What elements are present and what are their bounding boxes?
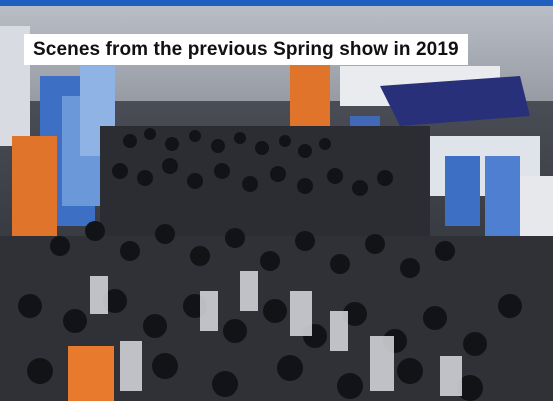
top-accent-bar bbox=[0, 0, 553, 6]
caption-text: Scenes from the previous Spring show in … bbox=[33, 38, 459, 60]
crowd bbox=[0, 126, 553, 401]
orange-sign bbox=[68, 346, 114, 401]
crowd-heads bbox=[18, 128, 522, 401]
left-booths bbox=[0, 26, 115, 241]
crowd-shirts bbox=[90, 271, 462, 396]
caption-box: Scenes from the previous Spring show in … bbox=[24, 34, 468, 65]
exhibition-hall-photo bbox=[0, 6, 553, 401]
